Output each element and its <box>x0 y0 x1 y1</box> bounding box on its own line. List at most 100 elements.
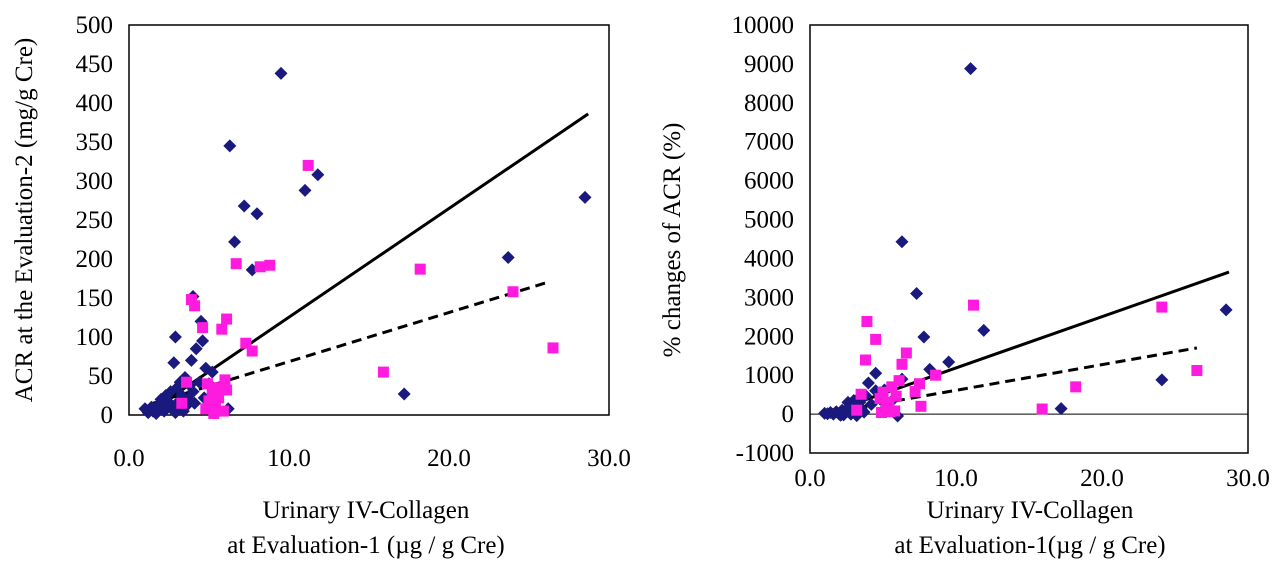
data-point-diamond <box>397 387 411 401</box>
data-point-square <box>877 386 889 398</box>
y-tick-label: 10000 <box>732 12 795 39</box>
data-point-square <box>507 286 519 298</box>
data-point-diamond <box>245 263 259 277</box>
data-point-square <box>185 294 197 306</box>
data-point-square <box>219 374 231 386</box>
data-point-diamond <box>189 342 203 356</box>
y-tick-labels: 0 50 100 150 200 250 300 350 400 450 500 <box>76 12 114 429</box>
data-point-square <box>547 342 559 354</box>
data-point-diamond <box>311 168 325 182</box>
data-point-square <box>209 401 221 413</box>
y-tick-label: 0 <box>782 401 795 428</box>
data-point-square <box>874 393 886 405</box>
y-tick-labels: -1000 0 1000 2000 3000 4000 5000 6000 7000 8000 90… <box>732 12 795 467</box>
y-tick-label: 9000 <box>744 51 794 78</box>
y-tick-label: 300 <box>76 168 114 195</box>
plot-frame <box>128 24 610 416</box>
data-points <box>818 62 1233 423</box>
data-point-square <box>176 397 188 409</box>
data-point-square <box>900 347 912 359</box>
data-point-square <box>206 387 218 399</box>
data-point-square <box>240 337 252 349</box>
data-point-square <box>890 390 902 402</box>
data-point-square <box>246 345 258 357</box>
y-tick-label: 0 <box>101 402 114 429</box>
data-point-square <box>930 369 942 381</box>
y-tick-label: 2000 <box>744 323 794 350</box>
y-tick-label: 200 <box>76 246 114 273</box>
data-point-diamond <box>298 183 312 197</box>
data-point-diamond <box>910 286 924 300</box>
chart-percent-change-acr: -1000 0 1000 2000 3000 4000 5000 6000 7000 8000 90… <box>659 12 1270 559</box>
y-tick-label: 7000 <box>744 129 794 156</box>
y-tick-label: 250 <box>76 207 114 234</box>
y-tick-label: 150 <box>76 285 114 312</box>
data-point-square <box>884 406 896 418</box>
data-points <box>138 66 592 420</box>
data-point-diamond <box>237 199 251 213</box>
data-point-diamond <box>168 330 182 344</box>
data-point-diamond <box>228 235 242 249</box>
x-axis-title-line-1: Urinary IV-Collagen <box>263 497 470 524</box>
y-axis-title: % changes of ACR (%) <box>659 123 686 358</box>
trend-line-dashed <box>831 346 1198 414</box>
data-point-diamond <box>895 235 909 249</box>
y-tick-label: 3000 <box>744 284 794 311</box>
x-axis-title-line-2: at Evaluation-1 (µg / g Cre) <box>227 532 505 559</box>
y-tick-label: 5000 <box>744 207 794 234</box>
data-point-diamond <box>964 62 978 76</box>
data-point-square <box>896 358 908 370</box>
y-tick-label: 400 <box>76 90 114 117</box>
data-point-square <box>201 378 213 390</box>
data-point-diamond <box>274 66 288 80</box>
plot-frame <box>809 24 1249 454</box>
y-axis-title: ACR at the Evaluation-2 (mg/g Cre) <box>11 38 38 403</box>
y-tick-label: -1000 <box>736 440 794 467</box>
x-tick-label: 30.0 <box>1226 465 1270 492</box>
data-point-square <box>377 366 389 378</box>
data-point-square <box>1070 381 1082 393</box>
y-tick-label: 500 <box>76 12 114 39</box>
data-point-diamond <box>167 356 181 370</box>
data-point-square <box>203 395 215 407</box>
data-point-diamond <box>917 330 931 344</box>
data-point-square <box>221 384 233 396</box>
data-point-square <box>893 375 905 387</box>
x-tick-label: 0.0 <box>794 465 825 492</box>
data-point-diamond <box>159 389 173 402</box>
x-axis-title-line-2: at Evaluation-1(µg / g Cre) <box>894 532 1165 559</box>
y-tick-label: 50 <box>88 363 113 390</box>
x-tick-label: 0.0 <box>113 445 144 472</box>
data-point-diamond <box>196 334 210 348</box>
data-point-diamond <box>869 366 883 380</box>
data-point-square <box>200 403 212 415</box>
data-point-square <box>221 313 233 325</box>
data-point-diamond <box>156 402 170 416</box>
y-tick-label: 6000 <box>744 168 794 195</box>
x-axis-title-line-1: Urinary IV-Collagen <box>927 497 1134 524</box>
data-point-square <box>213 392 225 404</box>
x-tick-labels: 0.0 10.0 20.0 30.0 <box>113 445 631 472</box>
chart-acr-evaluation-2: 0 50 100 150 200 250 300 350 400 450 500 0.0 10.0 20… <box>11 12 631 559</box>
data-point-square <box>216 323 228 335</box>
data-point-square <box>230 258 242 270</box>
x-tick-labels: 0.0 10.0 20.0 30.0 <box>794 465 1270 492</box>
data-point-square <box>876 407 888 419</box>
data-point-diamond <box>1219 303 1233 317</box>
data-point-square <box>859 354 871 366</box>
data-point-square <box>851 404 863 416</box>
data-point-square <box>870 333 882 345</box>
data-point-square <box>197 322 209 334</box>
y-tick-label: 1000 <box>744 362 794 389</box>
trend-line-solid <box>144 112 590 417</box>
y-tick-label: 350 <box>76 129 114 156</box>
data-point-diamond <box>184 353 198 367</box>
data-point-diamond <box>141 406 155 420</box>
data-point-square <box>181 376 193 388</box>
x-tick-label: 20.0 <box>1080 465 1124 492</box>
data-point-square <box>1036 403 1048 415</box>
x-tick-label: 10.0 <box>934 465 978 492</box>
x-tick-label: 10.0 <box>267 445 311 472</box>
data-point-square <box>886 381 898 393</box>
